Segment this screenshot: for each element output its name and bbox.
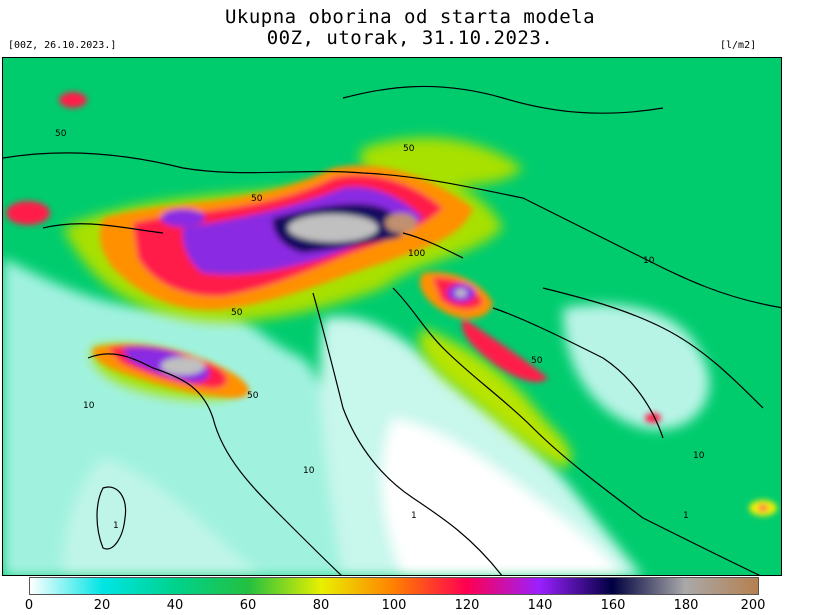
geographic-lines — [3, 85, 781, 575]
contour-label: 100 — [408, 249, 425, 259]
corsica — [96, 486, 127, 550]
colorbar-tick: 140 — [527, 598, 553, 613]
alps-grey — [288, 214, 378, 242]
area-adriatic-white — [382, 418, 622, 575]
belt-dinaric-lime — [419, 328, 572, 468]
alps-brown — [385, 213, 417, 233]
map-valid-time: 00Z, utorak, 31.10.2023. — [266, 27, 554, 49]
contour-label: 1 — [683, 511, 689, 521]
colorbar-tick: 120 — [454, 598, 480, 613]
colorbar-tick: 200 — [740, 598, 766, 613]
colorbar-tick: 80 — [312, 598, 330, 613]
east-border-2 — [542, 287, 764, 409]
colorbar — [29, 577, 759, 595]
colorbar-tick: 100 — [381, 598, 407, 613]
contour-label: 10 — [643, 256, 655, 266]
italy-coast-east — [312, 292, 503, 575]
contour-labels: 50 50 50 50 50 50 100 10 10 10 10 1 1 1 — [55, 129, 705, 531]
alps-border — [3, 152, 524, 199]
contour-label: 10 — [83, 401, 95, 411]
colorbar-tick: 60 — [239, 598, 257, 613]
slovenia-border — [402, 232, 464, 259]
contour-label: 50 — [231, 308, 243, 318]
north-border — [342, 85, 664, 114]
bosnia-border — [492, 307, 664, 439]
contour-label: 10 — [303, 466, 315, 476]
area-mid-light — [563, 304, 710, 430]
map-title: Ukupna oborina od starta modela — [224, 6, 596, 28]
east-red-spot — [645, 413, 661, 423]
north-red-spot — [59, 92, 87, 108]
contour-label: 50 — [55, 129, 67, 139]
precipitation-map: 50 50 50 50 50 50 100 10 10 10 10 1 1 1 — [2, 57, 782, 576]
low-precip-areas — [3, 258, 710, 575]
liguria-grey — [161, 357, 205, 375]
colorbar-tick: 180 — [673, 598, 699, 613]
unit-label: [l/m2] — [720, 40, 757, 51]
alps-west2-purple — [161, 209, 205, 227]
colorbar-tick: 40 — [166, 598, 184, 613]
istria-grey — [455, 289, 467, 297]
contour-label: 50 — [247, 391, 259, 401]
switzerland-border — [42, 223, 164, 234]
contour-label: 50 — [251, 194, 263, 204]
dalmatia-red — [462, 318, 548, 383]
contour-label: 1 — [113, 521, 119, 531]
model-run-label: [00Z, 26.10.2023.] — [8, 40, 117, 51]
contour-label: 50 — [531, 356, 543, 366]
alps-west-red — [6, 201, 50, 225]
heavy-precip-areas — [6, 92, 777, 516]
italy-coast-west — [87, 353, 342, 575]
south-red-spot — [758, 505, 768, 511]
contour-label: 10 — [693, 451, 705, 461]
croatia-coast — [392, 287, 761, 575]
east-border-1 — [522, 197, 781, 309]
colorbar-tick: 20 — [93, 598, 111, 613]
colorbar-tick: 160 — [600, 598, 626, 613]
colorbar-tick: 0 — [24, 598, 34, 613]
contour-label: 1 — [411, 511, 417, 521]
contour-label: 50 — [403, 144, 415, 154]
